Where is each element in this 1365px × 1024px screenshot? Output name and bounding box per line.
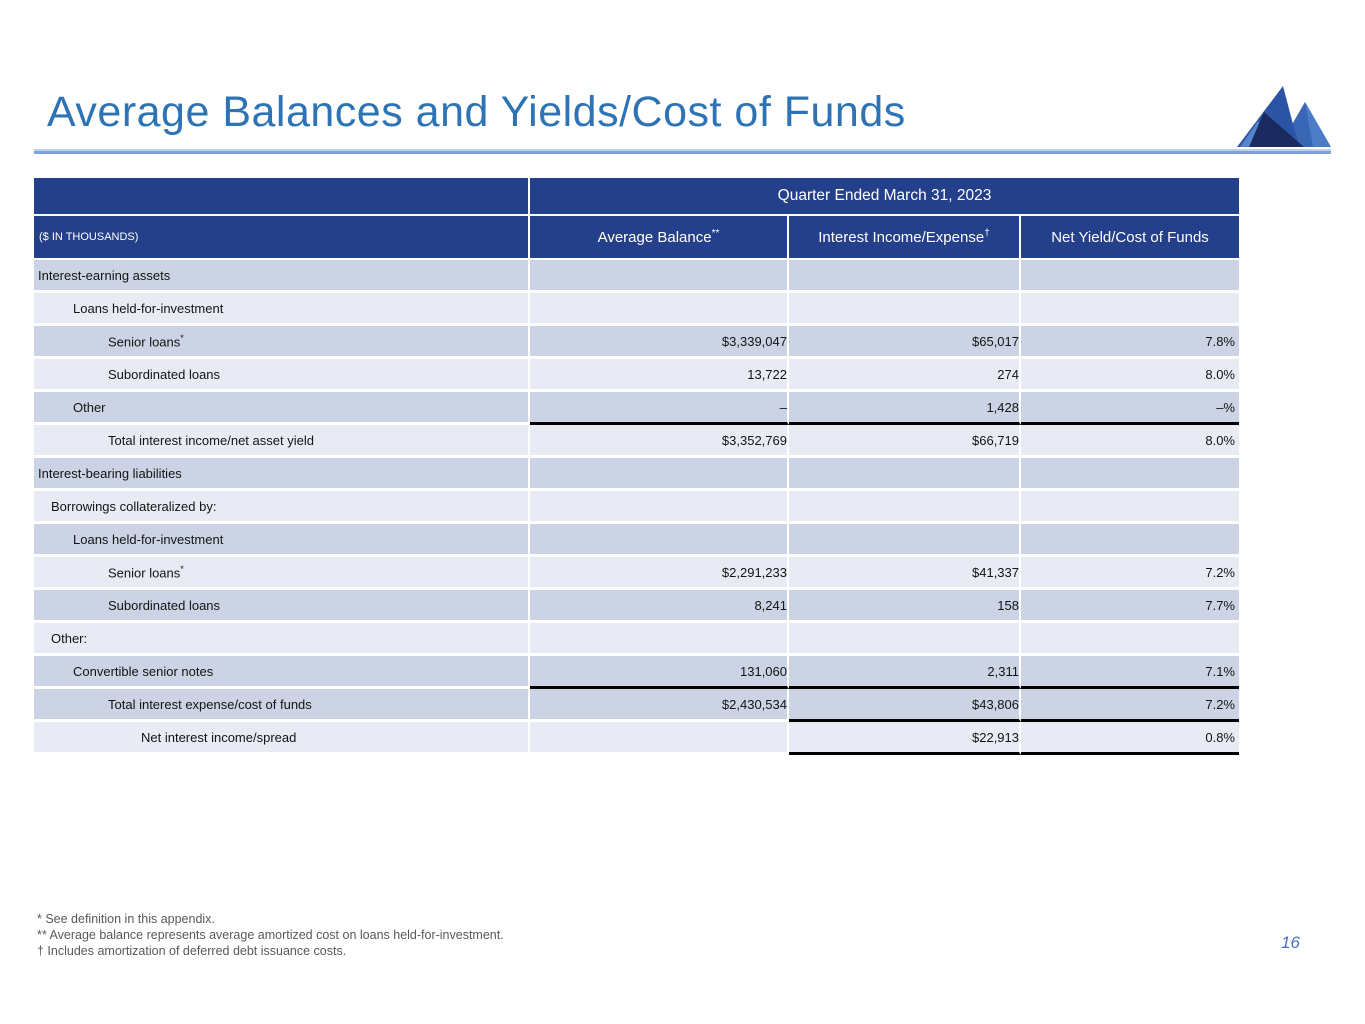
- avg-balance-cell: [530, 623, 789, 656]
- table-row: Borrowings collateralized by:: [34, 491, 1239, 524]
- column-header-row: ($ IN THOUSANDS) Average Balance** Inter…: [34, 216, 1239, 260]
- table-row: Interest-bearing liabilities: [34, 458, 1239, 491]
- table-row: Net interest income/spread $22,913 0.8%: [34, 722, 1239, 755]
- footnote-line: † Includes amortization of deferred debt…: [37, 944, 347, 958]
- row-label-cell: Borrowings collateralized by:: [34, 491, 530, 524]
- footnote-marker: *: [180, 332, 184, 343]
- table-row: Loans held-for-investment: [34, 524, 1239, 557]
- page-number: 16: [1281, 933, 1300, 952]
- row-label-cell: Interest-bearing liabilities: [34, 458, 530, 491]
- units-note: ($ IN THOUSANDS): [34, 216, 530, 260]
- row-label-cell: Interest-earning assets: [34, 260, 530, 293]
- table-row: Subordinated loans 8,241 158 7.7%: [34, 590, 1239, 623]
- interest-cell: $43,806: [789, 689, 1021, 722]
- interest-cell: 274: [789, 359, 1021, 392]
- period-header: Quarter Ended March 31, 2023: [530, 178, 1239, 216]
- interest-cell: $41,337: [789, 557, 1021, 590]
- footnote-line: * See definition in this appendix.: [37, 912, 215, 926]
- interest-cell: $22,913: [789, 722, 1021, 755]
- interest-cell: $65,017: [789, 326, 1021, 359]
- balances-table: Quarter Ended March 31, 2023 ($ IN THOUS…: [34, 178, 1239, 755]
- col-header-average-balance: Average Balance**: [530, 216, 789, 260]
- avg-balance-cell: $2,430,534: [530, 689, 789, 722]
- avg-balance-cell: $3,339,047: [530, 326, 789, 359]
- col-header-interest-income-expense: Interest Income/Expense†: [789, 216, 1021, 260]
- corner-cell: [34, 178, 530, 216]
- yield-cell: 7.2%: [1021, 557, 1239, 590]
- col-header-net-yield: Net Yield/Cost of Funds: [1021, 216, 1239, 260]
- table-row: Total interest income/net asset yield $3,…: [34, 425, 1239, 458]
- row-label-cell: Convertible senior notes: [34, 656, 530, 689]
- yield-cell: [1021, 623, 1239, 656]
- yield-cell: 7.8%: [1021, 326, 1239, 359]
- table-row: Loans held-for-investment: [34, 293, 1239, 326]
- table-row: Senior loans* $2,291,233 $41,337 7.2%: [34, 557, 1239, 590]
- interest-cell: [789, 260, 1021, 293]
- avg-balance-cell: [530, 524, 789, 557]
- footnotes: * See definition in this appendix. ** Av…: [37, 911, 504, 959]
- interest-cell: [789, 623, 1021, 656]
- row-label-cell: Subordinated loans: [34, 590, 530, 623]
- row-label-cell: Total interest income/net asset yield: [34, 425, 530, 458]
- yield-cell: –%: [1021, 392, 1239, 425]
- yield-cell: [1021, 260, 1239, 293]
- row-label-cell: Net interest income/spread: [34, 722, 530, 755]
- avg-balance-cell: 13,722: [530, 359, 789, 392]
- interest-cell: [789, 293, 1021, 326]
- yield-cell: 0.8%: [1021, 722, 1239, 755]
- yield-cell: [1021, 293, 1239, 326]
- yield-cell: 7.1%: [1021, 656, 1239, 689]
- row-label-cell: Senior loans*: [34, 557, 530, 590]
- period-header-row: Quarter Ended March 31, 2023: [34, 178, 1239, 216]
- avg-balance-cell: –: [530, 392, 789, 425]
- mountain-logo-icon: [1237, 86, 1331, 147]
- title-divider: [34, 149, 1331, 154]
- table-row: Interest-earning assets: [34, 260, 1239, 293]
- row-label-cell: Senior loans*: [34, 326, 530, 359]
- avg-balance-cell: [530, 260, 789, 293]
- yield-cell: 8.0%: [1021, 359, 1239, 392]
- table-body: Interest-earning assets Loans held-for-in…: [34, 260, 1239, 755]
- interest-cell: 158: [789, 590, 1021, 623]
- avg-balance-cell: [530, 722, 789, 755]
- yield-cell: [1021, 491, 1239, 524]
- table-row: Other –1,428 –%: [34, 392, 1239, 425]
- interest-cell: 2,311: [789, 656, 1021, 689]
- table-row: Subordinated loans 13,722 274 8.0%: [34, 359, 1239, 392]
- footnote-line: ** Average balance represents average am…: [37, 928, 504, 942]
- row-label-cell: Other: [34, 392, 530, 425]
- yield-cell: 7.2%: [1021, 689, 1239, 722]
- row-label-cell: Loans held-for-investment: [34, 293, 530, 326]
- avg-balance-cell: [530, 293, 789, 326]
- avg-balance-cell: 131,060: [530, 656, 789, 689]
- avg-balance-cell: $3,352,769: [530, 425, 789, 458]
- interest-cell: 1,428: [789, 392, 1021, 425]
- avg-balance-cell: $2,291,233: [530, 557, 789, 590]
- page-title: Average Balances and Yields/Cost of Fund…: [47, 88, 906, 136]
- interest-cell: $66,719: [789, 425, 1021, 458]
- footnote-marker: *: [180, 563, 184, 574]
- yield-cell: [1021, 524, 1239, 557]
- interest-cell: [789, 524, 1021, 557]
- row-label-cell: Other:: [34, 623, 530, 656]
- yield-cell: [1021, 458, 1239, 491]
- avg-balance-cell: [530, 458, 789, 491]
- avg-balance-cell: [530, 491, 789, 524]
- yield-cell: 8.0%: [1021, 425, 1239, 458]
- row-label-cell: Loans held-for-investment: [34, 524, 530, 557]
- row-label-cell: Subordinated loans: [34, 359, 530, 392]
- row-label-cell: Total interest expense/cost of funds: [34, 689, 530, 722]
- table-row: Other:: [34, 623, 1239, 656]
- table-row: Senior loans* $3,339,047 $65,017 7.8%: [34, 326, 1239, 359]
- interest-cell: [789, 491, 1021, 524]
- table-row: Total interest expense/cost of funds $2,4…: [34, 689, 1239, 722]
- interest-cell: [789, 458, 1021, 491]
- table-row: Convertible senior notes 131,060 2,311 7.1%: [34, 656, 1239, 689]
- yield-cell: 7.7%: [1021, 590, 1239, 623]
- avg-balance-cell: 8,241: [530, 590, 789, 623]
